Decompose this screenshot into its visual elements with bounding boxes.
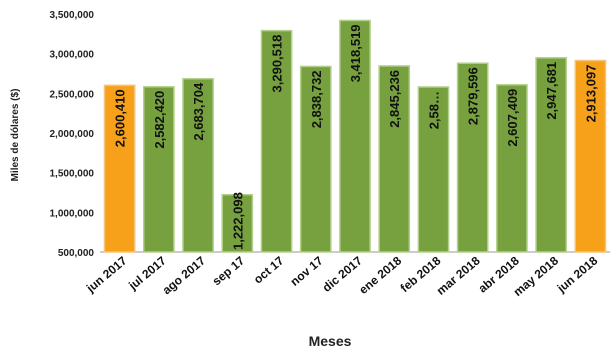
bar — [142, 86, 175, 253]
bar — [339, 19, 371, 253]
x-tick-label: ene 2018 — [356, 253, 404, 297]
data-label: 2,838,732 — [309, 70, 324, 128]
y-tick-label: 500,000 — [58, 248, 95, 259]
x-tick-label: jun 2017 — [83, 253, 130, 295]
data-label: 2,913,097 — [583, 65, 598, 123]
x-tick-label: jun 2018 — [554, 253, 601, 295]
data-label: 2,600,410 — [113, 89, 128, 147]
bar — [221, 193, 254, 253]
bar — [574, 59, 607, 253]
bar — [182, 78, 214, 253]
bars: 2,600,410 2,582,420 2,683,704 1,222,098 3,29… — [103, 19, 607, 253]
x-axis-title: Meses — [309, 333, 352, 349]
bar — [260, 29, 293, 253]
y-tick-label: 3,500,000 — [50, 10, 95, 21]
x-tick-label: sep 17 — [210, 253, 248, 288]
bar — [417, 86, 450, 253]
y-tick-label: 3,000,000 — [50, 50, 95, 61]
y-tick-label: 2,000,000 — [50, 129, 95, 140]
bar — [535, 57, 568, 253]
data-label: 2,582,420 — [152, 91, 167, 149]
y-tick-label: 1,000,000 — [50, 208, 95, 219]
data-label: 2,607,409 — [505, 89, 520, 147]
bar — [496, 84, 528, 253]
y-tick-label: 2,500,000 — [50, 89, 95, 100]
y-axis-ticks: 3,500,000 3,000,000 2,500,000 2,000,000 1,50… — [50, 10, 95, 259]
data-label: 1,222,098 — [230, 192, 245, 250]
y-axis-title: Miles de dólares ($) — [10, 89, 21, 182]
data-label: 2,58… — [426, 91, 441, 129]
bar — [456, 62, 489, 253]
data-label: 2,845,236 — [387, 70, 402, 128]
data-label: 3,290,518 — [270, 35, 285, 93]
x-tick-label: oct 17 — [251, 253, 287, 286]
data-label: 2,879,596 — [466, 67, 481, 125]
bar — [299, 65, 332, 253]
bar — [378, 65, 411, 253]
data-label: 3,418,519 — [348, 24, 363, 82]
data-label: 2,683,704 — [191, 82, 206, 141]
x-tick-label: mar 2018 — [434, 253, 483, 297]
y-tick-label: 1,500,000 — [50, 169, 95, 180]
x-tick-label: ago 2017 — [160, 253, 209, 297]
bar — [103, 84, 136, 253]
data-label: 2,947,681 — [544, 62, 559, 120]
